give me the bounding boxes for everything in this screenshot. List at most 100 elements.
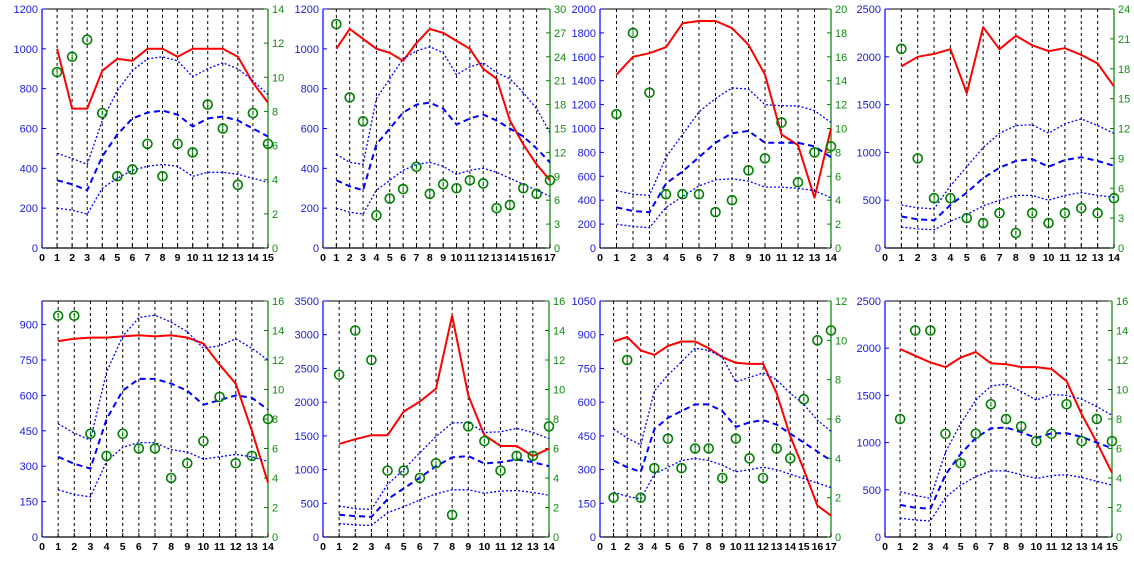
series-line-blue-dashed-mean	[339, 455, 550, 518]
marker-circle	[985, 398, 997, 410]
right-tick-label: 6	[554, 195, 560, 207]
x-tick-label: 15	[1106, 541, 1118, 553]
marker-circle	[437, 178, 449, 190]
left-tick-label: 600	[578, 171, 596, 183]
data-point-marker	[977, 217, 989, 229]
marker-circle	[384, 193, 396, 204]
right-tick-label: 16	[553, 296, 565, 308]
data-point-marker	[517, 182, 529, 194]
chart-panel-6: 0500100015002000250030003500024681012141…	[295, 296, 566, 553]
data-point-marker	[611, 108, 622, 120]
left-tick-label: 900	[578, 330, 596, 342]
left-tick-label: 150	[578, 498, 596, 510]
data-point-marker	[230, 457, 242, 469]
marker-circle	[214, 391, 225, 403]
data-point-marker	[730, 433, 742, 444]
left-tick-label: 800	[20, 84, 38, 96]
marker-circle	[1092, 207, 1103, 219]
series-line-red-solid	[57, 334, 269, 483]
x-tick-label: 9	[440, 252, 446, 264]
series-line-red-solid	[613, 336, 832, 517]
data-point-marker	[531, 188, 542, 200]
marker-circle	[464, 174, 476, 186]
x-tick-label: 6	[679, 541, 685, 553]
data-point-marker	[451, 182, 462, 194]
left-tick-label: 1800	[572, 28, 596, 40]
left-tick-label: 2500	[857, 296, 881, 308]
right-tick-label: 21	[554, 76, 566, 88]
data-point-marker	[101, 450, 112, 462]
right-tick-label: 8	[272, 106, 278, 118]
data-point-marker	[52, 310, 64, 322]
marker-circle	[693, 188, 705, 200]
x-tick-label: 5	[120, 541, 126, 553]
data-point-marker	[491, 202, 502, 214]
x-tick-label: 7	[152, 541, 158, 553]
right-tick-label: 6	[1118, 183, 1124, 195]
right-tick-label: 0	[1118, 243, 1124, 255]
left-tick-label: 500	[863, 195, 881, 207]
marker-circle	[608, 492, 619, 503]
x-tick-label: 1	[55, 541, 61, 553]
x-tick-label: 0	[882, 252, 888, 264]
data-point-marker	[961, 212, 973, 224]
series-line-blue-dotted-lower	[336, 161, 551, 215]
x-tick-label: 10	[1043, 252, 1055, 264]
marker-circle	[649, 462, 660, 474]
marker-circle	[477, 178, 489, 189]
data-point-marker	[366, 354, 377, 366]
left-tick-label: 1000	[572, 124, 596, 136]
marker-circle	[187, 147, 198, 158]
series-line-blue-dashed-mean	[616, 129, 832, 214]
x-tick-label: 5	[964, 252, 970, 264]
data-point-marker	[771, 443, 782, 454]
marker-circle	[1010, 227, 1022, 239]
left-tick-label: 750	[20, 355, 38, 367]
x-tick-label: 8	[160, 252, 166, 264]
data-point-marker	[382, 465, 393, 476]
x-tick-label: 2	[912, 541, 918, 553]
marker-circle	[262, 138, 274, 150]
series-line-red-solid	[900, 26, 1115, 95]
marker-circle	[635, 492, 647, 503]
marker-circle	[611, 108, 622, 120]
right-tick-label: 14	[553, 326, 565, 338]
x-tick-label: 1	[333, 252, 339, 264]
right-tick-label: 8	[272, 414, 278, 426]
right-tick-label: 2	[553, 503, 559, 515]
marker-circle	[1026, 207, 1038, 219]
x-tick-label: 9	[1018, 541, 1024, 553]
data-point-marker	[710, 206, 721, 218]
right-tick-label: 2	[272, 209, 278, 221]
x-tick-label: 6	[400, 252, 406, 264]
marker-circle	[349, 325, 361, 336]
data-point-marker	[464, 174, 476, 186]
right-tick-label: 14	[1116, 326, 1128, 338]
right-tick-label: 10	[1116, 385, 1128, 397]
data-point-marker	[1061, 398, 1072, 410]
x-tick-label: 13	[246, 541, 258, 553]
series-line-blue-dotted-upper	[336, 46, 551, 166]
data-point-marker	[202, 99, 214, 110]
marker-circle	[955, 457, 966, 469]
right-tick-label: 0	[553, 532, 559, 544]
series-line-blue-dotted-upper	[613, 347, 832, 446]
left-tick-label: 2500	[857, 4, 881, 16]
marker-circle	[544, 174, 556, 186]
data-point-marker	[157, 171, 168, 182]
left-tick-label: 1000	[857, 438, 881, 450]
data-point-marker	[411, 161, 422, 173]
right-tick-label: 10	[553, 385, 565, 397]
data-point-marker	[397, 183, 409, 195]
x-tick-label: 7	[414, 252, 420, 264]
marker-circle	[1075, 202, 1087, 214]
series-line-blue-dashed-mean	[613, 403, 832, 473]
data-point-marker	[430, 457, 442, 469]
data-point-marker	[994, 207, 1005, 219]
right-tick-label: 4	[553, 473, 559, 485]
x-tick-label: 11	[776, 252, 787, 264]
data-point-marker	[133, 443, 145, 454]
marker-circle	[430, 457, 442, 469]
